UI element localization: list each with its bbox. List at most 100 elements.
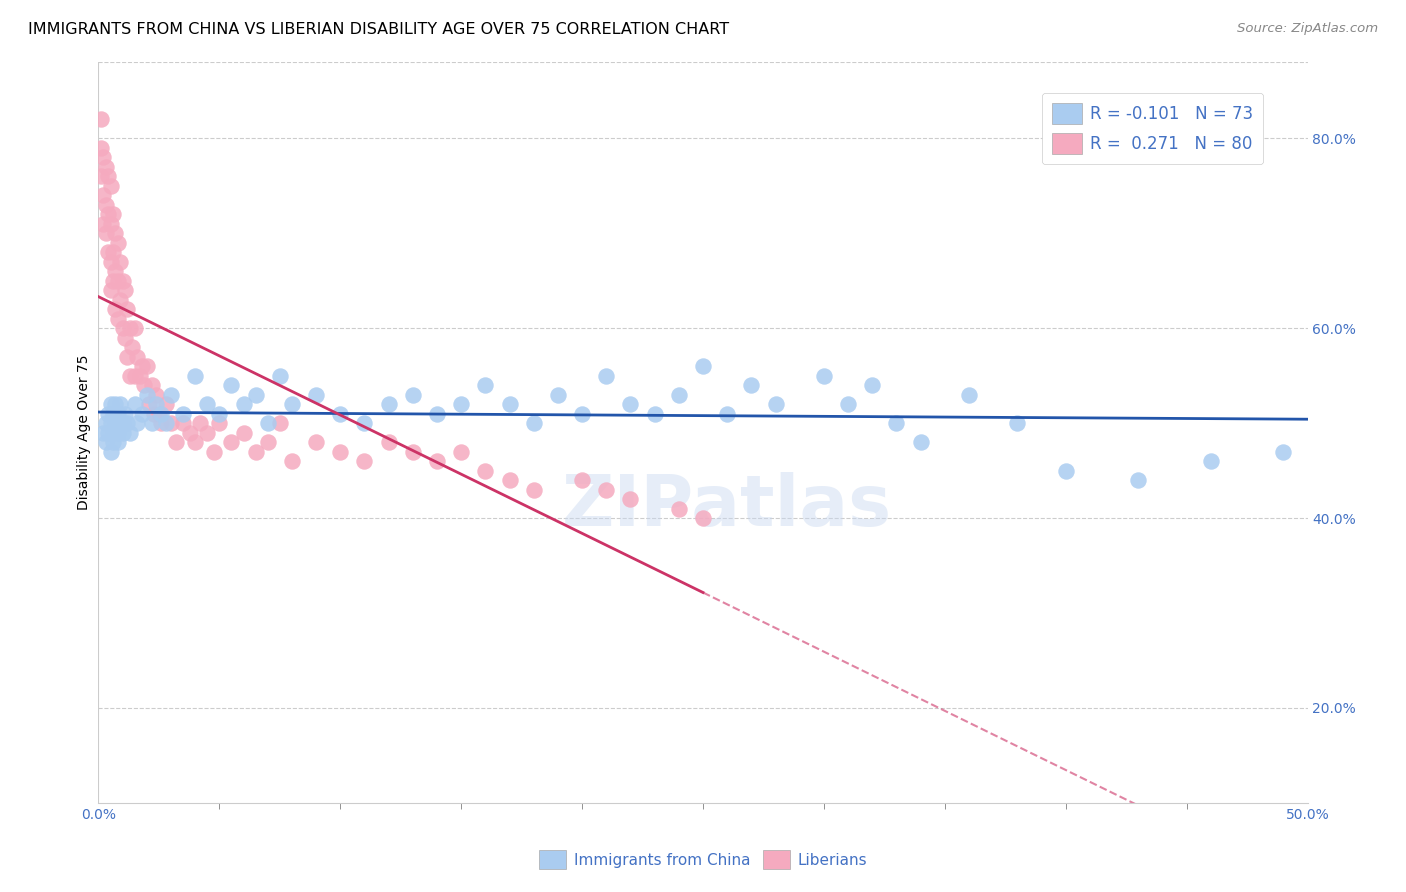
Point (1128, 473, 1150, 487)
Point (138, 397, 160, 411)
Point (127, 350, 149, 364)
Point (124, 368, 146, 383)
Y-axis label: Disability Age Over 75: Disability Age Over 75 (77, 355, 91, 510)
Point (100, 416, 122, 430)
Point (117, 302, 139, 317)
Point (141, 416, 163, 430)
Point (195, 397, 218, 411)
Point (117, 416, 139, 430)
Point (571, 473, 593, 487)
Point (143, 407, 166, 421)
Point (107, 435, 129, 450)
Point (256, 435, 278, 450)
Point (498, 473, 520, 487)
Legend: R = -0.101   N = 73, R =  0.271   N = 80: R = -0.101 N = 73, R = 0.271 N = 80 (1042, 93, 1263, 164)
Point (94, 435, 117, 450)
Point (97, 245, 120, 260)
Point (145, 397, 167, 411)
Point (208, 416, 231, 430)
Point (94, 227, 117, 241)
Point (172, 416, 194, 430)
Point (111, 416, 134, 430)
Point (118, 425, 141, 440)
Point (124, 321, 146, 335)
Point (221, 435, 243, 450)
Point (114, 283, 136, 297)
Point (124, 397, 146, 411)
Point (377, 397, 399, 411)
Point (474, 464, 496, 478)
Point (571, 407, 593, 421)
Point (107, 425, 129, 440)
Point (281, 454, 304, 468)
Point (1007, 416, 1029, 430)
Point (97, 207, 120, 221)
Point (172, 407, 194, 421)
Point (91, 150, 114, 164)
Legend: Immigrants from China, Liberians: Immigrants from China, Liberians (533, 844, 873, 875)
Point (108, 416, 131, 430)
Point (305, 387, 328, 401)
Point (692, 511, 714, 525)
Point (100, 254, 122, 268)
Point (668, 387, 690, 401)
Point (145, 387, 167, 401)
Text: IMMIGRANTS FROM CHINA VS LIBERIAN DISABILITY AGE OVER 75 CORRELATION CHART: IMMIGRANTS FROM CHINA VS LIBERIAN DISABI… (28, 22, 730, 37)
Point (100, 217, 122, 231)
Point (644, 407, 666, 421)
Point (104, 264, 127, 278)
Point (426, 454, 449, 468)
Point (204, 444, 226, 458)
Point (619, 491, 641, 506)
Point (118, 368, 141, 383)
Point (426, 407, 449, 421)
Point (108, 397, 131, 411)
Point (329, 407, 352, 421)
Point (107, 407, 129, 421)
Point (184, 368, 207, 383)
Point (94, 198, 117, 212)
Point (100, 444, 122, 458)
Point (100, 283, 122, 297)
Point (353, 416, 375, 430)
Point (90, 112, 112, 127)
Point (195, 425, 218, 440)
Point (256, 416, 278, 430)
Point (668, 501, 690, 516)
Point (740, 378, 762, 392)
Point (188, 416, 211, 430)
Point (716, 407, 738, 421)
Point (104, 227, 127, 241)
Point (595, 368, 617, 383)
Point (523, 483, 546, 497)
Point (232, 397, 254, 411)
Point (135, 387, 157, 401)
Point (111, 425, 134, 440)
Point (160, 416, 183, 430)
Point (97, 407, 120, 421)
Point (114, 407, 136, 421)
Point (131, 359, 153, 374)
Point (104, 397, 127, 411)
Point (108, 254, 131, 268)
Point (134, 378, 156, 392)
Point (165, 435, 187, 450)
Point (118, 321, 141, 335)
Point (160, 387, 183, 401)
Point (90, 141, 112, 155)
Point (957, 387, 980, 401)
Point (692, 359, 714, 374)
Point (1054, 464, 1077, 478)
Point (97, 169, 120, 184)
Point (860, 378, 883, 392)
Point (101, 274, 124, 288)
Point (141, 378, 163, 392)
Point (281, 397, 304, 411)
Point (269, 416, 291, 430)
Point (127, 416, 149, 430)
Point (245, 444, 267, 458)
Point (305, 435, 328, 450)
Point (148, 407, 170, 421)
Point (91, 425, 114, 440)
Point (101, 407, 124, 421)
